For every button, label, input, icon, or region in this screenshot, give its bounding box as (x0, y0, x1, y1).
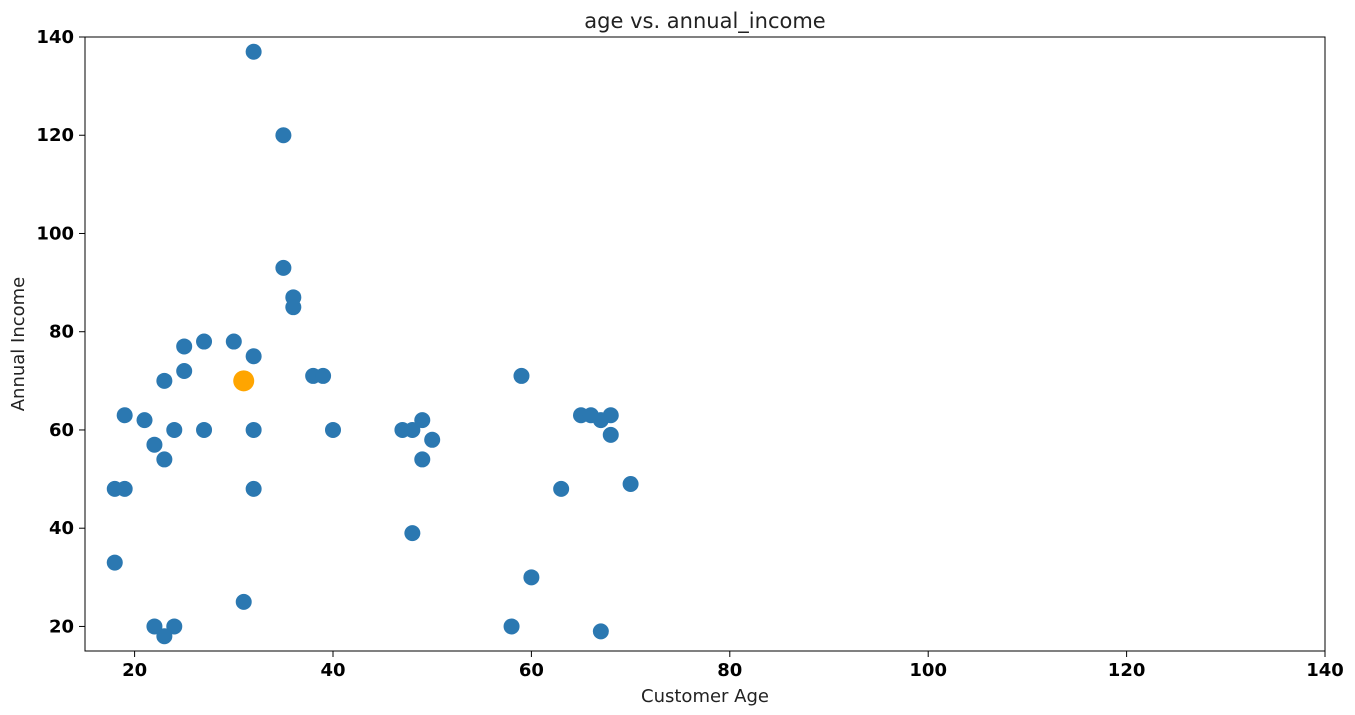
x-axis-label: Customer Age (641, 686, 769, 707)
plot-frame (84, 36, 1326, 652)
data-point (146, 618, 163, 635)
x-tick-label: 140 (1306, 660, 1344, 681)
data-point (404, 421, 421, 438)
data-point (136, 412, 153, 429)
x-tick-label: 120 (1108, 660, 1146, 681)
data-point (602, 426, 619, 443)
data-point (325, 421, 341, 438)
y-tick-label: 120 (36, 125, 74, 146)
x-tick-label: 100 (909, 660, 947, 681)
data-point (156, 451, 173, 468)
y-tick-label: 80 (49, 322, 74, 343)
y-tick-label: 20 (49, 616, 74, 637)
data-point (315, 367, 332, 384)
data-point (106, 554, 123, 571)
data-point (513, 367, 530, 384)
data-point (225, 333, 242, 350)
data-point (275, 127, 292, 144)
y-tick-label: 140 (36, 27, 74, 48)
data-point (176, 338, 193, 355)
data-point (424, 431, 441, 448)
data-point (116, 407, 133, 424)
y-tick-label: 60 (49, 420, 74, 441)
data-point (176, 363, 193, 380)
data-point (245, 421, 262, 438)
data-point (116, 480, 133, 497)
y-tick-label: 40 (49, 518, 74, 539)
x-tick-label: 60 (519, 660, 544, 681)
y-axis-label: Annual Income (8, 277, 29, 412)
data-point (523, 569, 540, 586)
data-point (404, 525, 421, 542)
highlighted-data-point (233, 370, 255, 392)
data-point (196, 421, 213, 438)
data-points (106, 43, 639, 645)
data-point (196, 333, 213, 350)
x-tick-label: 20 (122, 660, 147, 681)
data-point (414, 451, 431, 468)
axis-ticks: 20 40 60 80 100 120 140 20 40 60 80 100 120 140 (36, 27, 1343, 681)
data-point (414, 412, 431, 429)
data-point (245, 348, 262, 365)
data-point (166, 421, 183, 438)
y-tick-label: 100 (36, 223, 74, 244)
data-point (245, 480, 262, 497)
data-point (622, 475, 639, 492)
data-point (592, 412, 609, 429)
x-tick-label: 40 (320, 660, 345, 681)
data-point (592, 623, 609, 640)
data-point (156, 628, 173, 645)
data-point (503, 618, 520, 635)
data-point (285, 299, 302, 316)
data-point (245, 43, 262, 60)
data-point (553, 480, 570, 497)
x-tick-label: 80 (717, 660, 742, 681)
data-point (235, 593, 252, 610)
data-point (166, 618, 183, 635)
data-point (275, 259, 292, 276)
chart-title: age vs. annual_income (584, 9, 825, 34)
data-point (146, 436, 163, 453)
data-point (156, 372, 173, 389)
